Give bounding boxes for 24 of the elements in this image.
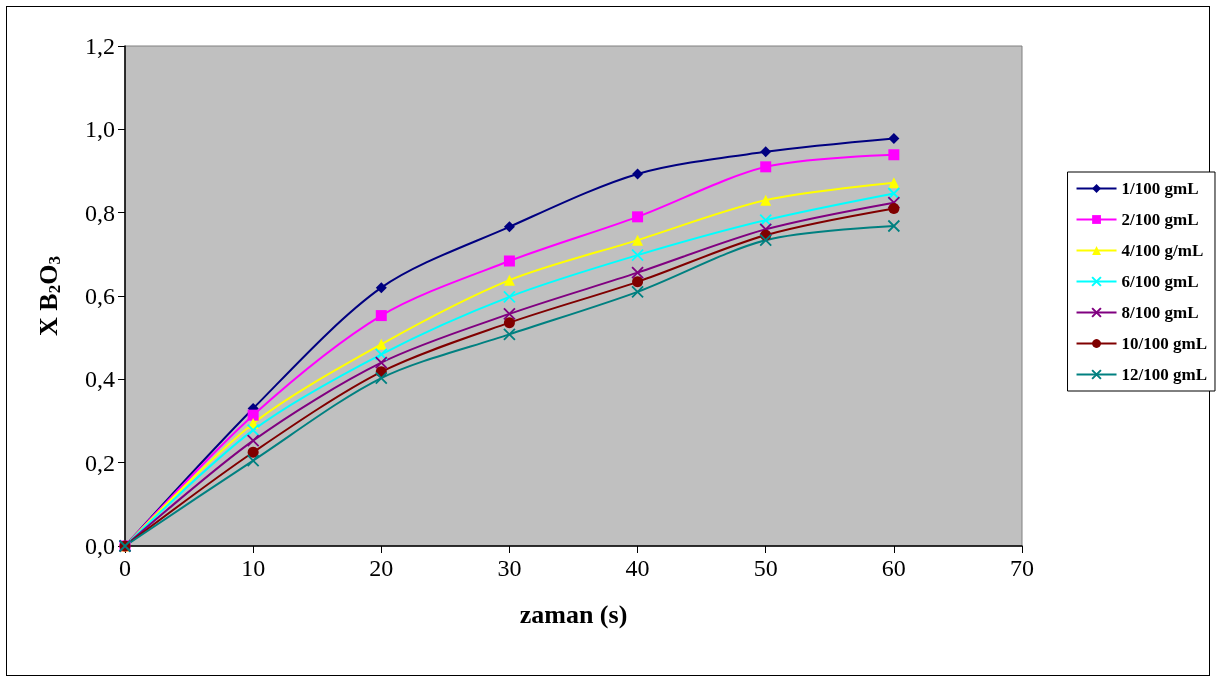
x-tick-label: 0 — [119, 555, 131, 581]
x-tick-label: 60 — [881, 555, 906, 581]
x-tick-label: 40 — [625, 555, 650, 581]
legend-label: 2/100 gmL — [1121, 210, 1199, 229]
x-tick-label: 70 — [1010, 555, 1034, 581]
legend-label: 4/100 g/mL — [1121, 241, 1204, 260]
x-tick-label: 50 — [753, 555, 778, 581]
y-tick-label: 0,6 — [85, 283, 115, 309]
y-tick-label: 0,2 — [85, 449, 115, 476]
y-tick-label: 1,0 — [85, 116, 115, 143]
x-tick-label: 30 — [497, 555, 522, 581]
x-tick-label: 20 — [369, 555, 394, 581]
y-axis-title: X B2O3 — [34, 256, 64, 336]
x-tick-label: 10 — [241, 555, 266, 581]
y-tick-label: 0,4 — [85, 366, 115, 393]
legend-label: 10/100 gmL — [1121, 334, 1208, 353]
legend-label: 8/100 gmL — [1121, 303, 1199, 322]
x-axis-title: zaman (s) — [519, 599, 628, 629]
y-tick-label: 1,2 — [85, 33, 115, 59]
y-tick-label: 0,0 — [85, 533, 115, 559]
y-tick-label: 0,8 — [85, 199, 115, 226]
legend-label: 1/100 gmL — [1121, 179, 1199, 198]
legend-label: 6/100 gmL — [1121, 272, 1199, 291]
legend-label: 12/100 gmL — [1121, 365, 1208, 384]
